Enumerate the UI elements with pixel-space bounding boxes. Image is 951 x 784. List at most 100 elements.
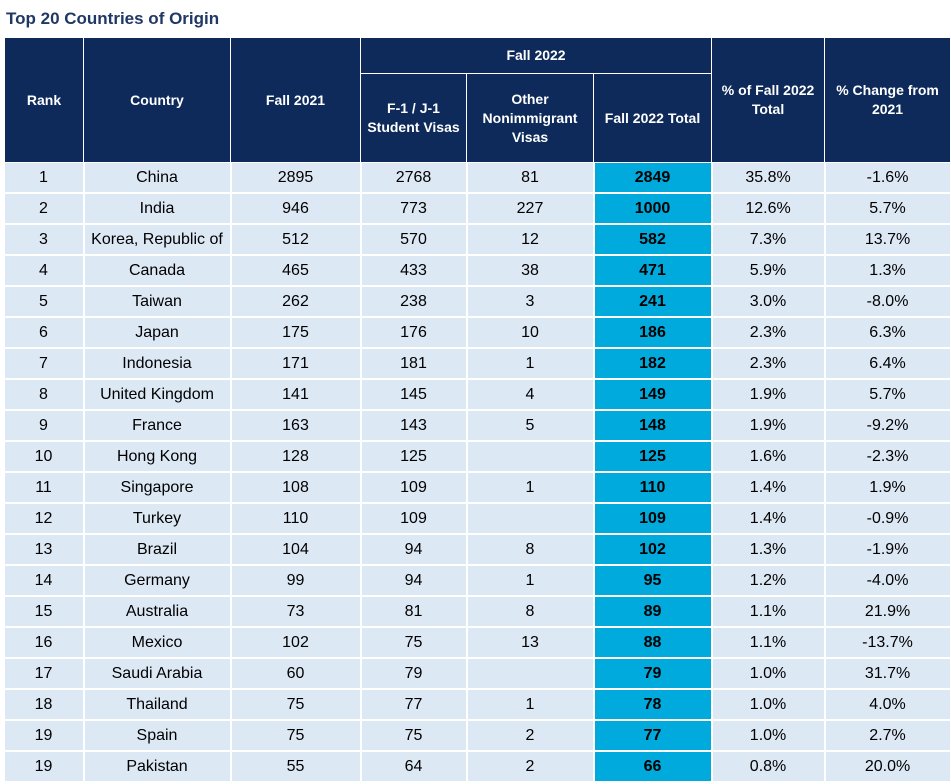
f1-j1-visas-cell: 94 (360, 534, 468, 566)
table-row: 14 Germany 99 94 1 95 1.2% -4.0% (4, 565, 951, 597)
fall-2022-total-cell: 95 (593, 565, 713, 597)
table-row: 5 Taiwan 262 238 3 241 3.0% -8.0% (4, 286, 951, 318)
header-pct-of-total: % of Fall 2022 Total (711, 37, 826, 163)
country-cell: Indonesia (83, 348, 232, 380)
pct-of-total-cell: 1.3% (711, 534, 826, 566)
pct-of-total-cell: 3.0% (711, 286, 826, 318)
fall-2022-total-cell: 89 (593, 596, 713, 628)
other-visas-cell: 1 (466, 565, 595, 597)
f1-j1-visas-cell: 109 (360, 472, 468, 504)
pct-change-cell: 2.7% (824, 720, 951, 752)
fall-2021-cell: 110 (230, 503, 362, 535)
pct-of-total-cell: 1.1% (711, 596, 826, 628)
country-cell: Australia (83, 596, 232, 628)
pct-change-cell: -8.0% (824, 286, 951, 318)
header-rank: Rank (4, 37, 84, 163)
country-cell: Canada (83, 255, 232, 287)
fall-2022-total-cell: 186 (593, 317, 713, 349)
fall-2021-cell: 108 (230, 472, 362, 504)
table-row: 4 Canada 465 433 38 471 5.9% 1.3% (4, 255, 951, 287)
pct-of-total-cell: 1.2% (711, 565, 826, 597)
pct-of-total-cell: 1.6% (711, 441, 826, 473)
rank-cell: 7 (4, 348, 85, 380)
rank-cell: 11 (4, 472, 85, 504)
table-row: 2 India 946 773 227 1000 12.6% 5.7% (4, 193, 951, 225)
pct-change-cell: 31.7% (824, 658, 951, 690)
f1-j1-visas-cell: 181 (360, 348, 468, 380)
f1-j1-visas-cell: 81 (360, 596, 468, 628)
fall-2021-cell: 73 (230, 596, 362, 628)
pct-of-total-cell: 1.0% (711, 658, 826, 690)
fall-2022-total-cell: 66 (593, 751, 713, 783)
f1-j1-visas-cell: 125 (360, 441, 468, 473)
f1-j1-visas-cell: 109 (360, 503, 468, 535)
table-row: 13 Brazil 104 94 8 102 1.3% -1.9% (4, 534, 951, 566)
table-row: 17 Saudi Arabia 60 79 79 1.0% 31.7% (4, 658, 951, 690)
other-visas-cell: 13 (466, 627, 595, 659)
pct-of-total-cell: 1.9% (711, 410, 826, 442)
fall-2022-total-cell: 78 (593, 689, 713, 721)
fall-2021-cell: 75 (230, 720, 362, 752)
header-f1-j1-visas: F-1 / J-1 Student Visas (360, 73, 467, 163)
fall-2022-total-cell: 110 (593, 472, 713, 504)
f1-j1-visas-cell: 79 (360, 658, 468, 690)
f1-j1-visas-cell: 75 (360, 627, 468, 659)
f1-j1-visas-cell: 77 (360, 689, 468, 721)
f1-j1-visas-cell: 94 (360, 565, 468, 597)
country-cell: India (83, 193, 232, 225)
country-cell: Korea, Republic of (83, 224, 232, 256)
fall-2021-cell: 141 (230, 379, 362, 411)
pct-change-cell: 5.7% (824, 379, 951, 411)
country-cell: Turkey (83, 503, 232, 535)
fall-2021-cell: 163 (230, 410, 362, 442)
table-row: 8 United Kingdom 141 145 4 149 1.9% 5.7% (4, 379, 951, 411)
pct-of-total-cell: 35.8% (711, 162, 826, 194)
other-visas-cell: 81 (466, 162, 595, 194)
table-body: 1 China 2895 2768 81 2849 35.8% -1.6% 2 India 946 7… (4, 162, 951, 783)
table-row: 10 Hong Kong 128 125 125 1.6% -2.3% (4, 441, 951, 473)
other-visas-cell (466, 503, 595, 535)
table-row: 11 Singapore 108 109 1 110 1.4% 1.9% (4, 472, 951, 504)
pct-change-cell: -1.6% (824, 162, 951, 194)
other-visas-cell: 1 (466, 689, 595, 721)
pct-change-cell: -0.9% (824, 503, 951, 535)
f1-j1-visas-cell: 64 (360, 751, 468, 783)
rank-cell: 8 (4, 379, 85, 411)
rank-cell: 9 (4, 410, 85, 442)
other-visas-cell: 5 (466, 410, 595, 442)
rank-cell: 12 (4, 503, 85, 535)
country-cell: France (83, 410, 232, 442)
country-cell: United Kingdom (83, 379, 232, 411)
table-row: 9 France 163 143 5 148 1.9% -9.2% (4, 410, 951, 442)
table-row: 16 Mexico 102 75 13 88 1.1% -13.7% (4, 627, 951, 659)
fall-2022-total-cell: 125 (593, 441, 713, 473)
header-other-visas: Other Nonimmigrant Visas (466, 73, 594, 163)
country-cell: China (83, 162, 232, 194)
fall-2021-cell: 171 (230, 348, 362, 380)
other-visas-cell: 1 (466, 348, 595, 380)
country-cell: Singapore (83, 472, 232, 504)
f1-j1-visas-cell: 2768 (360, 162, 468, 194)
table-row: 15 Australia 73 81 8 89 1.1% 21.9% (4, 596, 951, 628)
pct-of-total-cell: 1.0% (711, 689, 826, 721)
other-visas-cell (466, 658, 595, 690)
country-cell: Japan (83, 317, 232, 349)
table-row: 12 Turkey 110 109 109 1.4% -0.9% (4, 503, 951, 535)
rank-cell: 10 (4, 441, 85, 473)
pct-of-total-cell: 1.0% (711, 720, 826, 752)
f1-j1-visas-cell: 145 (360, 379, 468, 411)
fall-2021-cell: 2895 (230, 162, 362, 194)
fall-2022-total-cell: 2849 (593, 162, 713, 194)
fall-2022-total-cell: 149 (593, 379, 713, 411)
page-title: Top 20 Countries of Origin (6, 9, 220, 28)
pct-of-total-cell: 1.4% (711, 472, 826, 504)
header-pct-change: % Change from 2021 (824, 37, 951, 163)
rank-cell: 1 (4, 162, 85, 194)
fall-2022-total-cell: 79 (593, 658, 713, 690)
other-visas-cell: 1 (466, 472, 595, 504)
pct-of-total-cell: 1.1% (711, 627, 826, 659)
rank-cell: 14 (4, 565, 85, 597)
fall-2022-total-cell: 77 (593, 720, 713, 752)
pct-change-cell: 6.3% (824, 317, 951, 349)
pct-of-total-cell: 7.3% (711, 224, 826, 256)
